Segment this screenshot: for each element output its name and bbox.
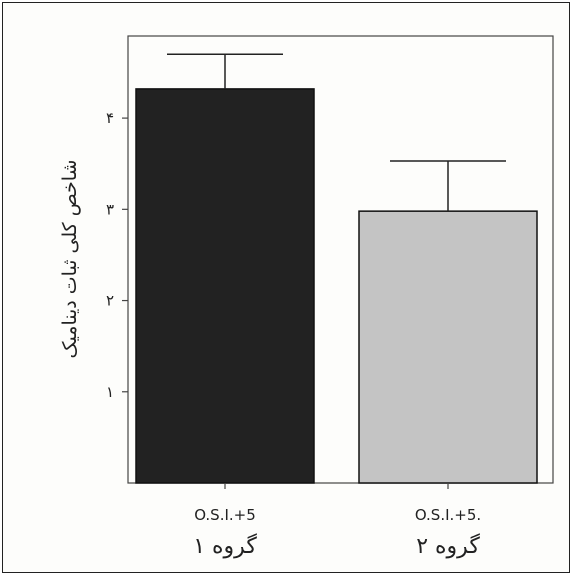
- bar: [135, 88, 315, 484]
- x-group-label: گروه ۱: [193, 533, 257, 559]
- y-axis-label: شاخص کلی ثبات دینامیک: [59, 160, 81, 359]
- plot-area: [127, 35, 554, 484]
- x-group-label: گروه ۲: [416, 533, 480, 559]
- y-tick-label: ٢: [106, 292, 114, 310]
- y-tick-label: ۴: [106, 109, 114, 127]
- y-tick-label: ١: [106, 383, 114, 401]
- x-category-label: O.S.I.+5: [194, 506, 256, 524]
- y-tick-label: ٣: [106, 200, 114, 218]
- bar: [358, 210, 538, 484]
- x-category-label: O.S.I.+5.: [415, 506, 481, 524]
